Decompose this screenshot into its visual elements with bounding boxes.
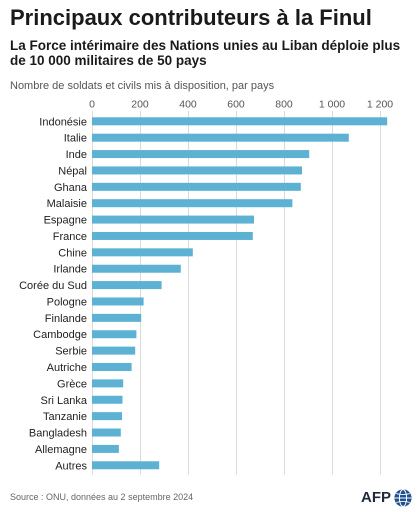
bar bbox=[92, 248, 193, 257]
x-axis-ticks: 0 200 400 600 800 1 000 1 200 bbox=[89, 99, 393, 111]
category-label: Autres bbox=[55, 460, 87, 472]
category-label: Ghana bbox=[54, 182, 88, 194]
bar bbox=[92, 428, 121, 437]
x-tick-label: 800 bbox=[275, 99, 293, 111]
bar bbox=[92, 166, 302, 175]
category-label: Italie bbox=[64, 133, 87, 145]
afp-logo-text: AFP bbox=[361, 489, 391, 506]
category-label: France bbox=[53, 231, 87, 243]
category-label: Sri Lanka bbox=[41, 395, 88, 407]
afp-globe-icon bbox=[394, 489, 412, 507]
category-label: Bangladesh bbox=[29, 428, 87, 440]
category-label: Tanzanie bbox=[43, 411, 87, 423]
category-label: Pologne bbox=[47, 296, 87, 308]
category-label: Chine bbox=[58, 247, 87, 259]
category-label: Népal bbox=[58, 165, 87, 177]
bar bbox=[92, 461, 160, 470]
bar bbox=[92, 363, 132, 371]
category-label: Grèce bbox=[57, 378, 87, 390]
x-tick-label: 400 bbox=[179, 99, 197, 111]
source-note: Source : ONU, données au 2 septembre 202… bbox=[10, 492, 194, 502]
bar bbox=[92, 313, 142, 322]
category-label: Allemagne bbox=[35, 444, 87, 456]
category-label: Autriche bbox=[47, 362, 87, 374]
bar bbox=[92, 444, 119, 453]
bar bbox=[92, 182, 301, 191]
category-label: Cambodge bbox=[33, 329, 87, 341]
x-tick-label: 600 bbox=[227, 99, 245, 111]
bar bbox=[92, 231, 253, 240]
bar bbox=[92, 346, 136, 355]
bar bbox=[92, 199, 293, 208]
bar bbox=[92, 281, 162, 290]
bar bbox=[92, 395, 123, 404]
bar bbox=[92, 150, 310, 159]
chart-title: Principaux contributeurs à la Finul bbox=[10, 5, 372, 30]
chart-subtitle: La Force intérimaire des Nations unies a… bbox=[10, 38, 401, 68]
category-label: Corée du Sud bbox=[19, 280, 87, 292]
category-label: Indonésie bbox=[39, 116, 87, 128]
category-label: Finlande bbox=[45, 313, 87, 325]
gridlines bbox=[92, 111, 381, 475]
x-tick-label: 0 bbox=[89, 99, 95, 111]
category-label: Serbie bbox=[55, 346, 87, 358]
x-tick-label: 200 bbox=[131, 99, 149, 111]
category-labels: Indonésie Italie Inde Népal Ghana Malaisie Esp… bbox=[19, 116, 88, 472]
bar bbox=[92, 412, 122, 421]
bar bbox=[92, 379, 124, 388]
bar bbox=[92, 297, 144, 306]
bar bbox=[92, 330, 137, 339]
bar bbox=[92, 133, 349, 142]
x-tick-label: 1 200 bbox=[367, 99, 393, 111]
bar bbox=[92, 117, 388, 126]
category-label: Irlande bbox=[53, 264, 87, 276]
bars bbox=[92, 117, 388, 470]
bar bbox=[92, 264, 181, 273]
x-tick-label: 1 000 bbox=[319, 99, 345, 111]
bar bbox=[92, 215, 254, 224]
afp-logo: AFP bbox=[361, 488, 413, 508]
category-label: Malaisie bbox=[47, 198, 87, 210]
category-label: Espagne bbox=[44, 215, 87, 227]
category-label: Inde bbox=[66, 149, 87, 161]
x-axis-label: Nombre de soldats et civils mis à dispos… bbox=[10, 80, 275, 92]
